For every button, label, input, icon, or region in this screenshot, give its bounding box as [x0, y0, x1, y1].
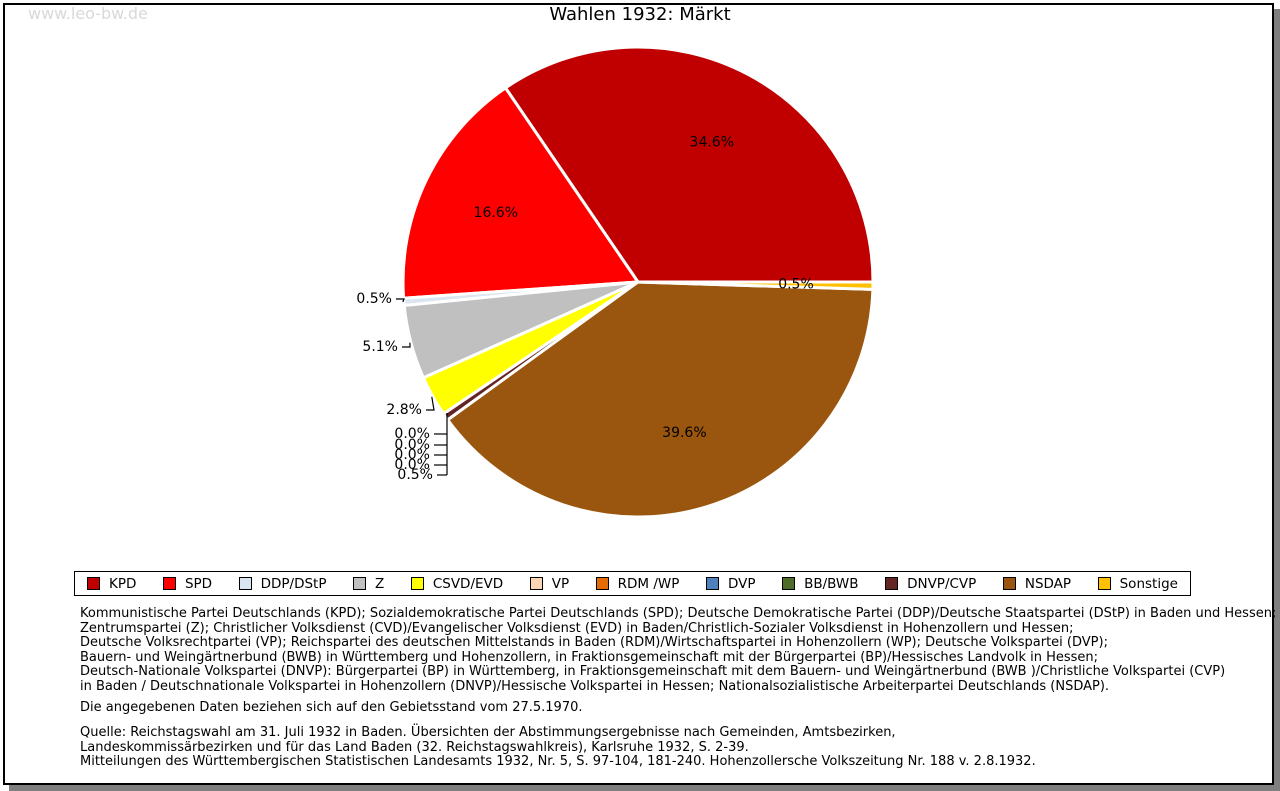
pct-label-z: 5.1%	[362, 339, 398, 355]
legend-swatch-dvp	[705, 577, 719, 590]
legend-item-vp: VP	[529, 575, 570, 592]
legend-label-nsdap: NSDAP	[1024, 575, 1072, 592]
leader-line-ddp-dstp	[396, 298, 405, 303]
watermark: www.leo-bw.de	[28, 4, 148, 23]
party-note-line: Bauern- und Weingärtnerbund (BWB) in Wür…	[80, 649, 1099, 665]
legend-swatch-dnvp-cvp	[885, 577, 899, 590]
pct-label-vp: 0.0%	[394, 426, 430, 442]
legend-label-ddp-dstp: DDP/DStP	[260, 575, 327, 592]
legend-swatch-ddp-dstp	[238, 577, 252, 590]
legend-label-dvp: DVP	[727, 575, 756, 592]
legend-item-csvd-evd: CSVD/EVD	[410, 575, 504, 592]
pct-label-bb-bwb: 0.0%	[394, 457, 430, 473]
party-abbreviation-note: Kommunistische Partei Deutschlands (KPD)…	[80, 606, 1277, 695]
pct-label-spd: 16.6%	[474, 205, 518, 221]
legend-item-spd: SPD	[162, 575, 213, 592]
party-note-line: Zentrumspartei (Z); Christlicher Volksdi…	[80, 620, 1074, 636]
legend-item-z: Z	[353, 576, 384, 592]
source-line: Mitteilungen des Württembergischen Stati…	[80, 754, 1036, 770]
pct-label-dvp: 0.0%	[394, 447, 430, 463]
legend-item-ddp-dstp: DDP/DStP	[238, 575, 327, 592]
legend-item-bb-bwb: BB/BWB	[782, 575, 859, 592]
legend-swatch-rdm-wp	[595, 577, 609, 590]
legend-label-spd: SPD	[184, 575, 213, 592]
pct-label-sonstige: 0.5%	[778, 277, 814, 293]
pct-label-ddp-dstp: 0.5%	[356, 291, 392, 307]
legend-swatch-csvd-evd	[410, 577, 424, 590]
pct-label-dnvp-cvp: 0.5%	[397, 467, 433, 483]
area-status-note: Die angegebenen Daten beziehen sich auf …	[80, 700, 583, 715]
leader-line-csvd-evd	[426, 396, 435, 411]
legend-item-nsdap: NSDAP	[1002, 575, 1072, 592]
pie-slice-kpd	[504, 45, 875, 284]
legend-swatch-sonstige	[1097, 577, 1111, 590]
party-note-line: in Baden / Deutschnationale Volkspartei …	[80, 678, 1110, 694]
legend-label-bb-bwb: BB/BWB	[804, 575, 859, 592]
legend-swatch-kpd	[87, 577, 100, 590]
party-note-line: Deutsche Volksrechtpartei (VP); Reichspa…	[80, 635, 1108, 651]
source-line: Quelle: Reichstagswahl am 31. Juli 1932 …	[80, 725, 896, 740]
legend-swatch-bb-bwb	[782, 577, 796, 590]
legend-item-dvp: DVP	[705, 575, 756, 592]
legend-swatch-z	[353, 577, 367, 590]
legend-label-csvd-evd: CSVD/EVD	[432, 575, 504, 592]
pie-slice-sonstige	[636, 280, 875, 291]
legend-item-kpd: KPD	[87, 576, 136, 592]
legend-swatch-nsdap	[1002, 577, 1016, 590]
source-line: Landeskommissärbezirken und für das Land…	[80, 739, 749, 755]
source-note: Quelle: Reichstagswahl am 31. Juli 1932 …	[80, 725, 1036, 770]
pie-chart: 34.6%16.6%0.5%5.1%2.8%0.0%0.0%0.0%0.0%0.…	[356, 45, 875, 519]
legend-item-rdm-wp: RDM /WP	[595, 575, 680, 592]
legend-label-rdm-wp: RDM /WP	[617, 575, 680, 592]
legend-swatch-vp	[529, 577, 543, 590]
legend-swatch-spd	[162, 577, 176, 590]
pct-label-csvd-evd: 2.8%	[386, 402, 422, 418]
chart-title: Wahlen 1932: Märkt	[549, 4, 731, 25]
party-note-line: Kommunistische Partei Deutschlands (KPD)…	[80, 606, 1277, 621]
legend-label-vp: VP	[551, 575, 570, 592]
pct-label-nsdap: 39.6%	[662, 425, 706, 441]
leader-line-z	[402, 342, 411, 348]
legend-label-kpd: KPD	[109, 575, 137, 592]
legend-label-dnvp-cvp: DNVP/CVP	[907, 575, 977, 592]
legend-item-sonstige: Sonstige	[1097, 575, 1178, 592]
pct-label-rdm-wp: 0.0%	[394, 437, 430, 453]
legend-item-dnvp-cvp: DNVP/CVP	[885, 576, 976, 592]
party-note-line: Deutsch-Nationale Volkspartei (DNVP): Bü…	[80, 664, 1226, 680]
legend-label-sonstige: Sonstige	[1119, 575, 1178, 592]
legend: KPD SPD DDP/DStP Z CSVD/EVD VP RDM /WP DVP BB/BW…	[74, 571, 1191, 596]
pie-slice-spd	[401, 86, 640, 300]
legend-label-z: Z	[375, 575, 385, 592]
pct-label-kpd: 34.6%	[690, 134, 734, 150]
pie-slice-nsdap	[446, 280, 875, 519]
